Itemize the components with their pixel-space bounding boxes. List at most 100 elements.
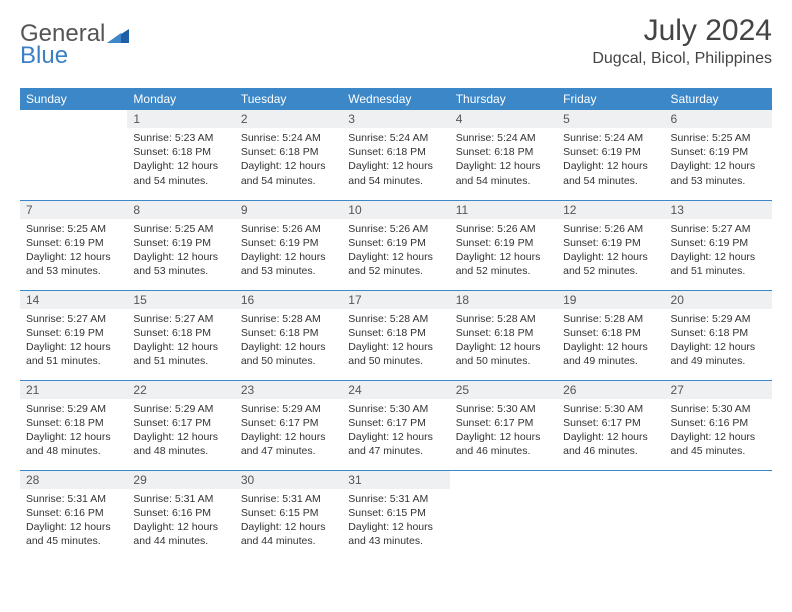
sunrise-text: Sunrise: 5:27 AM	[671, 222, 766, 236]
sunset-text: Sunset: 6:19 PM	[456, 236, 551, 250]
calendar-cell: 27Sunrise: 5:30 AMSunset: 6:16 PMDayligh…	[665, 380, 772, 470]
daylight-text: Daylight: 12 hours and 43 minutes.	[348, 520, 443, 548]
sunset-text: Sunset: 6:19 PM	[241, 236, 336, 250]
sunrise-text: Sunrise: 5:23 AM	[133, 131, 228, 145]
day-number: 7	[20, 201, 127, 219]
calendar-cell: 21Sunrise: 5:29 AMSunset: 6:18 PMDayligh…	[20, 380, 127, 470]
sunrise-text: Sunrise: 5:30 AM	[563, 402, 658, 416]
sunrise-text: Sunrise: 5:30 AM	[348, 402, 443, 416]
sunrise-text: Sunrise: 5:29 AM	[26, 402, 121, 416]
day-details: Sunrise: 5:26 AMSunset: 6:19 PMDaylight:…	[557, 219, 664, 285]
sunrise-text: Sunrise: 5:31 AM	[241, 492, 336, 506]
daylight-text: Daylight: 12 hours and 54 minutes.	[456, 159, 551, 187]
calendar-cell: 18Sunrise: 5:28 AMSunset: 6:18 PMDayligh…	[450, 290, 557, 380]
sunrise-text: Sunrise: 5:26 AM	[456, 222, 551, 236]
day-details: Sunrise: 5:31 AMSunset: 6:16 PMDaylight:…	[127, 489, 234, 555]
sunrise-text: Sunrise: 5:29 AM	[671, 312, 766, 326]
sunrise-text: Sunrise: 5:25 AM	[133, 222, 228, 236]
calendar-cell: 19Sunrise: 5:28 AMSunset: 6:18 PMDayligh…	[557, 290, 664, 380]
sunset-text: Sunset: 6:18 PM	[348, 145, 443, 159]
calendar-cell: 7Sunrise: 5:25 AMSunset: 6:19 PMDaylight…	[20, 200, 127, 290]
daylight-text: Daylight: 12 hours and 50 minutes.	[241, 340, 336, 368]
day-number: 28	[20, 471, 127, 489]
day-number: 8	[127, 201, 234, 219]
day-details: Sunrise: 5:30 AMSunset: 6:17 PMDaylight:…	[557, 399, 664, 465]
calendar-cell: 28Sunrise: 5:31 AMSunset: 6:16 PMDayligh…	[20, 470, 127, 560]
daylight-text: Daylight: 12 hours and 48 minutes.	[133, 430, 228, 458]
sunset-text: Sunset: 6:15 PM	[241, 506, 336, 520]
day-details: Sunrise: 5:26 AMSunset: 6:19 PMDaylight:…	[450, 219, 557, 285]
day-number: 19	[557, 291, 664, 309]
day-number: 3	[342, 110, 449, 128]
daylight-text: Daylight: 12 hours and 53 minutes.	[26, 250, 121, 278]
day-number: 26	[557, 381, 664, 399]
daylight-text: Daylight: 12 hours and 49 minutes.	[671, 340, 766, 368]
sunrise-text: Sunrise: 5:24 AM	[563, 131, 658, 145]
day-number: 2	[235, 110, 342, 128]
calendar-cell: 4Sunrise: 5:24 AMSunset: 6:18 PMDaylight…	[450, 110, 557, 200]
sunrise-text: Sunrise: 5:26 AM	[348, 222, 443, 236]
day-details: Sunrise: 5:28 AMSunset: 6:18 PMDaylight:…	[557, 309, 664, 375]
sunset-text: Sunset: 6:18 PM	[563, 326, 658, 340]
weekday-header: Saturday	[665, 88, 772, 110]
daylight-text: Daylight: 12 hours and 52 minutes.	[456, 250, 551, 278]
sunset-text: Sunset: 6:19 PM	[26, 326, 121, 340]
sunset-text: Sunset: 6:18 PM	[456, 145, 551, 159]
daylight-text: Daylight: 12 hours and 54 minutes.	[133, 159, 228, 187]
daylight-text: Daylight: 12 hours and 53 minutes.	[133, 250, 228, 278]
calendar-cell: 9Sunrise: 5:26 AMSunset: 6:19 PMDaylight…	[235, 200, 342, 290]
title-block: July 2024 Dugcal, Bicol, Philippines	[592, 14, 772, 68]
day-number: 11	[450, 201, 557, 219]
calendar-cell: 5Sunrise: 5:24 AMSunset: 6:19 PMDaylight…	[557, 110, 664, 200]
calendar-cell	[20, 110, 127, 200]
day-number: 10	[342, 201, 449, 219]
sunset-text: Sunset: 6:19 PM	[26, 236, 121, 250]
sunset-text: Sunset: 6:19 PM	[563, 145, 658, 159]
sunset-text: Sunset: 6:18 PM	[671, 326, 766, 340]
day-number: 12	[557, 201, 664, 219]
day-details: Sunrise: 5:31 AMSunset: 6:15 PMDaylight:…	[342, 489, 449, 555]
sunrise-text: Sunrise: 5:28 AM	[348, 312, 443, 326]
daylight-text: Daylight: 12 hours and 51 minutes.	[133, 340, 228, 368]
day-details: Sunrise: 5:24 AMSunset: 6:18 PMDaylight:…	[450, 128, 557, 194]
calendar-cell: 6Sunrise: 5:25 AMSunset: 6:19 PMDaylight…	[665, 110, 772, 200]
day-number: 15	[127, 291, 234, 309]
daylight-text: Daylight: 12 hours and 49 minutes.	[563, 340, 658, 368]
day-details: Sunrise: 5:26 AMSunset: 6:19 PMDaylight:…	[235, 219, 342, 285]
day-number: 29	[127, 471, 234, 489]
day-details: Sunrise: 5:30 AMSunset: 6:16 PMDaylight:…	[665, 399, 772, 465]
day-details: Sunrise: 5:29 AMSunset: 6:18 PMDaylight:…	[665, 309, 772, 375]
sunrise-text: Sunrise: 5:29 AM	[241, 402, 336, 416]
day-details: Sunrise: 5:26 AMSunset: 6:19 PMDaylight:…	[342, 219, 449, 285]
sunrise-text: Sunrise: 5:30 AM	[456, 402, 551, 416]
calendar-cell: 29Sunrise: 5:31 AMSunset: 6:16 PMDayligh…	[127, 470, 234, 560]
sunrise-text: Sunrise: 5:31 AM	[133, 492, 228, 506]
sunrise-text: Sunrise: 5:30 AM	[671, 402, 766, 416]
day-details: Sunrise: 5:25 AMSunset: 6:19 PMDaylight:…	[127, 219, 234, 285]
day-details: Sunrise: 5:30 AMSunset: 6:17 PMDaylight:…	[450, 399, 557, 465]
calendar-cell	[557, 470, 664, 560]
sunset-text: Sunset: 6:18 PM	[456, 326, 551, 340]
day-details: Sunrise: 5:25 AMSunset: 6:19 PMDaylight:…	[665, 128, 772, 194]
day-number: 24	[342, 381, 449, 399]
sunset-text: Sunset: 6:17 PM	[456, 416, 551, 430]
day-number: 27	[665, 381, 772, 399]
day-details: Sunrise: 5:27 AMSunset: 6:19 PMDaylight:…	[20, 309, 127, 375]
header: General July 2024 Dugcal, Bicol, Philipp…	[20, 14, 772, 68]
day-details: Sunrise: 5:24 AMSunset: 6:19 PMDaylight:…	[557, 128, 664, 194]
day-details: Sunrise: 5:30 AMSunset: 6:17 PMDaylight:…	[342, 399, 449, 465]
day-number: 22	[127, 381, 234, 399]
sunrise-text: Sunrise: 5:31 AM	[26, 492, 121, 506]
day-details: Sunrise: 5:29 AMSunset: 6:17 PMDaylight:…	[235, 399, 342, 465]
daylight-text: Daylight: 12 hours and 50 minutes.	[456, 340, 551, 368]
day-details: Sunrise: 5:27 AMSunset: 6:18 PMDaylight:…	[127, 309, 234, 375]
day-number: 30	[235, 471, 342, 489]
calendar-cell: 24Sunrise: 5:30 AMSunset: 6:17 PMDayligh…	[342, 380, 449, 470]
daylight-text: Daylight: 12 hours and 54 minutes.	[563, 159, 658, 187]
day-number: 31	[342, 471, 449, 489]
day-details: Sunrise: 5:29 AMSunset: 6:17 PMDaylight:…	[127, 399, 234, 465]
weekday-header: Friday	[557, 88, 664, 110]
daylight-text: Daylight: 12 hours and 51 minutes.	[671, 250, 766, 278]
calendar-week-row: 14Sunrise: 5:27 AMSunset: 6:19 PMDayligh…	[20, 290, 772, 380]
weekday-header: Wednesday	[342, 88, 449, 110]
